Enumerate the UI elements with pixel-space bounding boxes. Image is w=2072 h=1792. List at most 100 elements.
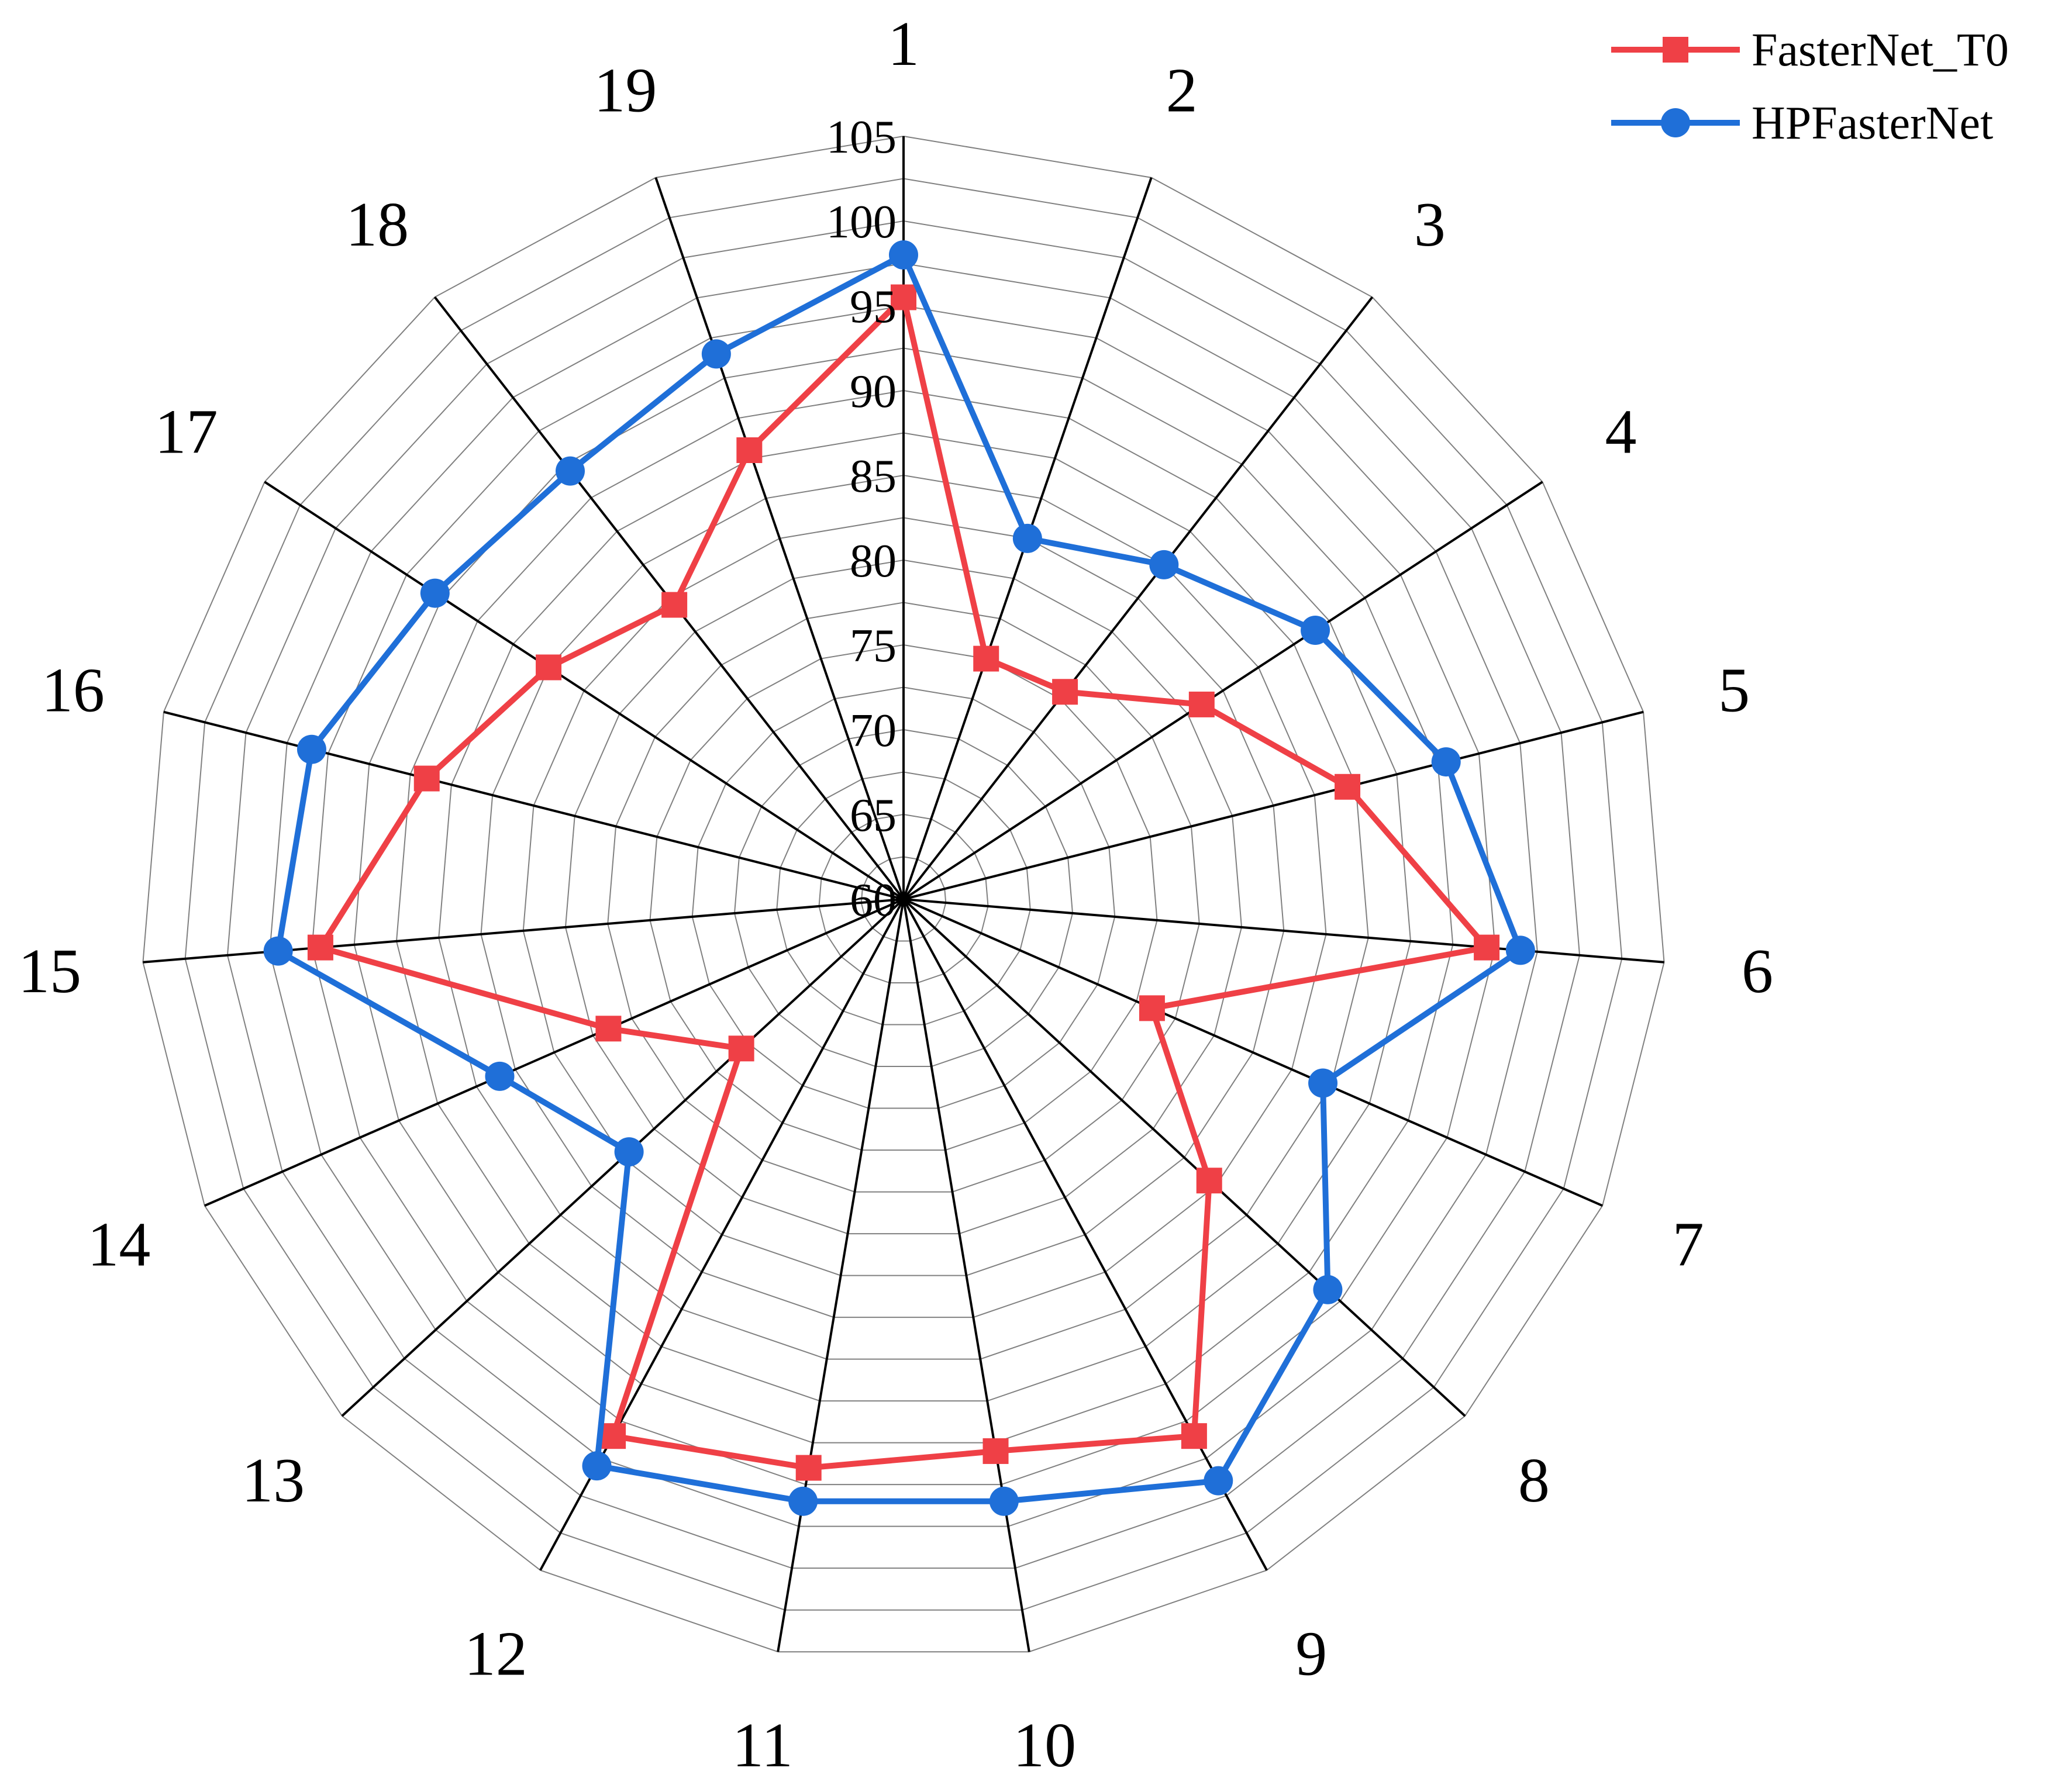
spoke-7 bbox=[903, 898, 1603, 1207]
radar-series bbox=[263, 240, 1535, 1516]
spoke-4 bbox=[902, 481, 1543, 900]
radial-tick-label: 105 bbox=[826, 112, 897, 163]
category-label: 14 bbox=[87, 1210, 150, 1279]
data-point-square bbox=[536, 654, 562, 681]
data-point-circle bbox=[420, 578, 450, 608]
spoke-10 bbox=[902, 899, 1030, 1652]
grid-ring bbox=[395, 389, 1412, 1402]
data-point-square bbox=[728, 1035, 754, 1062]
spoke-19 bbox=[654, 177, 905, 900]
data-point-square bbox=[413, 765, 440, 792]
radial-tick-labels: 60 65 70 75 80 85 90 95 100 105 bbox=[826, 112, 897, 926]
category-label: 9 bbox=[1295, 1619, 1327, 1689]
data-point-circle bbox=[485, 1061, 515, 1091]
data-point-circle bbox=[701, 339, 731, 369]
data-point-square bbox=[1188, 691, 1215, 717]
radial-tick-label: 60 bbox=[850, 875, 897, 926]
data-point-square bbox=[736, 437, 763, 463]
data-point-square bbox=[307, 934, 333, 961]
legend-entry: FasterNet_T0 bbox=[1611, 25, 2009, 76]
data-point-square bbox=[1196, 1168, 1222, 1194]
data-point-circle bbox=[788, 1486, 818, 1516]
data-point-square bbox=[661, 592, 688, 618]
grid-ring bbox=[691, 686, 1116, 1109]
grid-ring bbox=[353, 347, 1454, 1444]
grid-ring bbox=[776, 771, 1031, 1026]
data-point-circle bbox=[1149, 550, 1179, 579]
data-point-square bbox=[1335, 774, 1361, 800]
grid-ring bbox=[649, 644, 1158, 1151]
category-label: 4 bbox=[1605, 398, 1636, 467]
data-point-circle bbox=[1313, 1275, 1343, 1304]
grid-ring bbox=[480, 474, 1327, 1318]
legend-label: HPFasterNet bbox=[1752, 98, 1993, 149]
data-point-circle bbox=[1505, 935, 1535, 965]
spoke-5 bbox=[903, 710, 1644, 900]
category-label: 15 bbox=[18, 937, 81, 1006]
data-point-circle bbox=[556, 456, 585, 486]
legend-swatch-circle bbox=[1661, 108, 1690, 137]
data-point-square bbox=[1139, 995, 1165, 1021]
category-label: 19 bbox=[594, 56, 657, 125]
legend-swatch-square bbox=[1663, 37, 1688, 63]
grid-ring bbox=[860, 856, 947, 942]
grid-ring bbox=[184, 178, 1623, 1611]
category-label: 10 bbox=[1013, 1711, 1076, 1780]
data-point-circle bbox=[989, 1486, 1019, 1516]
data-point-circle bbox=[889, 240, 918, 270]
spoke-8 bbox=[902, 898, 1466, 1417]
spoke-14 bbox=[204, 898, 904, 1207]
grid-ring bbox=[607, 602, 1200, 1193]
data-point-square bbox=[982, 1438, 1009, 1464]
data-point-square bbox=[891, 284, 916, 310]
series-line bbox=[317, 294, 1490, 1471]
category-label: 17 bbox=[155, 398, 218, 467]
category-label: 3 bbox=[1414, 190, 1446, 260]
data-point-circle bbox=[1012, 523, 1042, 553]
spoke-3 bbox=[902, 296, 1374, 900]
radial-tick-label: 90 bbox=[850, 366, 897, 417]
data-point-circle bbox=[1301, 616, 1330, 645]
series-line bbox=[275, 252, 1523, 1504]
data-point-square bbox=[973, 645, 999, 672]
data-point-square bbox=[1052, 679, 1078, 705]
spoke-11 bbox=[777, 899, 905, 1652]
category-label: 5 bbox=[1718, 655, 1750, 725]
grid-ring bbox=[142, 135, 1665, 1653]
radial-tick-label: 80 bbox=[850, 536, 897, 587]
data-point-square bbox=[595, 1016, 622, 1042]
category-label: 16 bbox=[42, 655, 105, 725]
grid-ring bbox=[269, 263, 1538, 1527]
category-label: 12 bbox=[464, 1619, 528, 1689]
category-label: 11 bbox=[732, 1711, 793, 1780]
grid-ring bbox=[522, 517, 1285, 1276]
series-1 bbox=[307, 284, 1500, 1481]
legend-label: FasterNet_T0 bbox=[1752, 25, 2009, 76]
radial-tick-label: 100 bbox=[826, 196, 897, 248]
category-label: 6 bbox=[1742, 937, 1773, 1006]
grid-ring bbox=[438, 432, 1369, 1360]
grid-ring bbox=[564, 559, 1243, 1235]
radial-tick-label: 65 bbox=[850, 790, 897, 841]
legend-entry: HPFasterNet bbox=[1611, 98, 1993, 149]
radial-tick-label: 85 bbox=[850, 451, 897, 502]
data-point-circle bbox=[614, 1137, 644, 1167]
spoke-6 bbox=[903, 898, 1664, 964]
grid-ring bbox=[818, 813, 989, 984]
category-label: 7 bbox=[1673, 1210, 1704, 1279]
spoke-15 bbox=[143, 898, 904, 964]
data-point-circle bbox=[582, 1451, 612, 1481]
category-label: 13 bbox=[242, 1446, 305, 1515]
category-label: 8 bbox=[1518, 1446, 1550, 1515]
grid-ring bbox=[733, 728, 1074, 1068]
grid-ring bbox=[226, 220, 1581, 1569]
data-point-square bbox=[795, 1455, 822, 1481]
radial-tick-label: 70 bbox=[850, 705, 897, 757]
data-point-square bbox=[1181, 1423, 1207, 1449]
data-point-circle bbox=[297, 734, 326, 764]
data-point-circle bbox=[1308, 1068, 1338, 1098]
data-point-circle bbox=[1431, 747, 1461, 777]
radar-spokes bbox=[143, 136, 1664, 1652]
